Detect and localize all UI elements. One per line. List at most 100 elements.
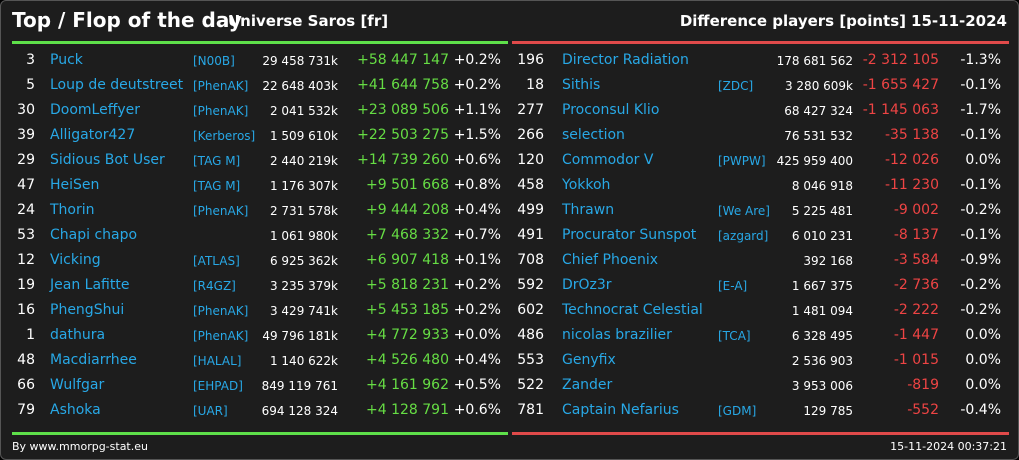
flop-row: 486 nicolas brazilier [TCA] 6 328 495 -1 447…	[512, 323, 1009, 348]
alliance-tag-link[interactable]: [ZDC]	[718, 79, 754, 93]
player-name-link[interactable]: Zander	[562, 377, 613, 393]
percent-change: +0.2%	[453, 277, 501, 293]
top-row: 48 Macdiarrhee [HALAL] 1 140 622k +4 526 480…	[12, 348, 508, 373]
player-rank: 196	[517, 52, 544, 68]
player-name-link[interactable]: Thorin	[50, 202, 95, 218]
alliance-tag-link[interactable]: [PhenAK]	[193, 304, 249, 318]
percent-change: +0.2%	[453, 302, 501, 318]
player-points: 392 168	[803, 254, 853, 268]
player-name-link[interactable]: Ashoka	[50, 402, 101, 418]
player-name-link[interactable]: Chapi chapo	[50, 227, 138, 243]
alliance-tag-link[interactable]: [GDM]	[718, 404, 757, 418]
alliance-tag-link[interactable]: [Kerberos]	[193, 129, 256, 143]
player-name-link[interactable]: Captain Nefarius	[562, 402, 679, 418]
player-name-link[interactable]: PhengShui	[50, 302, 125, 318]
points-difference: +41 644 758	[357, 77, 449, 93]
player-name-link[interactable]: HeiSen	[50, 177, 100, 193]
player-points: 6 010 231	[791, 229, 853, 243]
alliance-tag-link[interactable]: [PhenAK]	[193, 204, 249, 218]
player-name-link[interactable]: Sithis	[562, 77, 601, 93]
player-rank: 16	[17, 302, 35, 318]
alliance-tag-link[interactable]: [R4GZ]	[193, 279, 236, 293]
percent-change: +1.1%	[453, 102, 501, 118]
points-difference: +14 739 260	[357, 152, 449, 168]
player-name-link[interactable]: nicolas brazilier	[562, 327, 672, 343]
alliance-tag-link[interactable]: [TAG M]	[193, 154, 241, 168]
player-points: 1 176 307k	[269, 179, 338, 193]
percent-change: -1.7%	[960, 102, 1001, 118]
alliance-tag-link[interactable]: [We Are]	[718, 204, 770, 218]
percent-change: -0.1%	[960, 227, 1001, 243]
player-name-link[interactable]: selection	[562, 127, 625, 143]
player-rank: 12	[17, 252, 35, 268]
header: Top / Flop of the day Universe Saros [fr…	[1, 1, 1018, 39]
player-name-link[interactable]: Macdiarrhee	[50, 352, 137, 368]
top-row: 39 Alligator427 [Kerberos] 1 509 610k +22 50…	[12, 123, 508, 148]
player-rank: 47	[17, 177, 35, 193]
points-difference: -1 015	[893, 352, 939, 368]
top-row: 29 Sidious Bot User [TAG M] 2 440 219k +14 7…	[12, 148, 508, 173]
points-difference: +4 161 962	[366, 377, 449, 393]
player-points: 2 731 578k	[269, 204, 338, 218]
flop-row: 553 Genyfix 2 536 903 -1 015 0.0%	[512, 348, 1009, 373]
percent-change: -0.2%	[960, 202, 1001, 218]
alliance-tag-link[interactable]: [PhenAK]	[193, 79, 249, 93]
percent-change: -0.9%	[960, 252, 1001, 268]
player-points: 22 648 403k	[262, 79, 338, 93]
player-rank: 553	[517, 352, 544, 368]
percent-change: +0.6%	[453, 152, 501, 168]
points-difference: -819	[907, 377, 939, 393]
player-name-link[interactable]: Genyfix	[562, 352, 616, 368]
player-name-link[interactable]: Commodor V	[562, 152, 654, 168]
player-rank: 5	[26, 77, 35, 93]
alliance-tag-link[interactable]: [TAG M]	[193, 179, 241, 193]
player-name-link[interactable]: Vicking	[50, 252, 101, 268]
player-name-link[interactable]: Yokkoh	[562, 177, 611, 193]
alliance-tag-link[interactable]: [EHPAD]	[193, 379, 243, 393]
alliance-tag-link[interactable]: [azgard]	[718, 229, 769, 243]
alliance-tag-link[interactable]: [E-A]	[718, 279, 748, 293]
alliance-tag-link[interactable]: [ATLAS]	[193, 254, 240, 268]
player-name-link[interactable]: Technocrat Celestial	[562, 302, 703, 318]
player-rank: 266	[517, 127, 544, 143]
percent-change: -1.3%	[960, 52, 1001, 68]
player-name-link[interactable]: Proconsul Klio	[562, 102, 660, 118]
alliance-tag-link[interactable]: [PWPW]	[718, 154, 766, 168]
player-name-link[interactable]: Chief Phoenix	[562, 252, 659, 268]
player-points: 849 119 761	[261, 379, 338, 393]
player-name-link[interactable]: Director Radiation	[562, 52, 689, 68]
player-name-link[interactable]: Puck	[50, 52, 83, 68]
player-name-link[interactable]: Alligator427	[50, 127, 136, 143]
player-rank: 29	[17, 152, 35, 168]
alliance-tag-link[interactable]: [UAR]	[193, 404, 228, 418]
player-name-link[interactable]: Jean Lafitte	[50, 277, 130, 293]
player-rank: 120	[517, 152, 544, 168]
site-credit: By www.mmorpg-stat.eu	[12, 440, 148, 453]
player-name-link[interactable]: Thrawn	[562, 202, 615, 218]
top-row: 30 DoomLeffyer [PhenAK] 2 041 532k +23 089 5…	[12, 98, 508, 123]
alliance-tag-link[interactable]: [N00B]	[193, 54, 235, 68]
alliance-tag-link[interactable]: [PhenAK]	[193, 104, 249, 118]
player-name-link[interactable]: Sidious Bot User	[50, 152, 165, 168]
player-name-link[interactable]: dathura	[50, 327, 106, 343]
player-rank: 39	[17, 127, 35, 143]
player-points: 1 140 622k	[269, 354, 338, 368]
percent-change: 0.0%	[965, 152, 1001, 168]
alliance-tag-link[interactable]: [PhenAK]	[193, 329, 249, 343]
percent-change: +0.1%	[453, 252, 501, 268]
player-name-link[interactable]: Procurator Sunspot	[562, 227, 697, 243]
flop-row: 602 Technocrat Celestial 1 481 094 -2 222 -0…	[512, 298, 1009, 323]
flop-row: 491 Procurator Sunspot [azgard] 6 010 231 -8…	[512, 223, 1009, 248]
player-name-link[interactable]: DoomLeffyer	[50, 102, 141, 118]
player-name-link[interactable]: DrOz3r	[562, 277, 612, 293]
alliance-tag-link[interactable]: [HALAL]	[193, 354, 242, 368]
player-points: 694 128 324	[261, 404, 338, 418]
alliance-tag-link[interactable]: [TCA]	[718, 329, 751, 343]
percent-change: -0.4%	[960, 402, 1001, 418]
player-name-link[interactable]: Loup de deutstreet	[50, 77, 184, 93]
player-name-link[interactable]: Wulfgar	[50, 377, 105, 393]
player-points: 178 681 562	[776, 54, 853, 68]
flop-row: 120 Commodor V [PWPW] 425 959 400 -12 026 0.0…	[512, 148, 1009, 173]
percent-change: +0.5%	[453, 377, 501, 393]
